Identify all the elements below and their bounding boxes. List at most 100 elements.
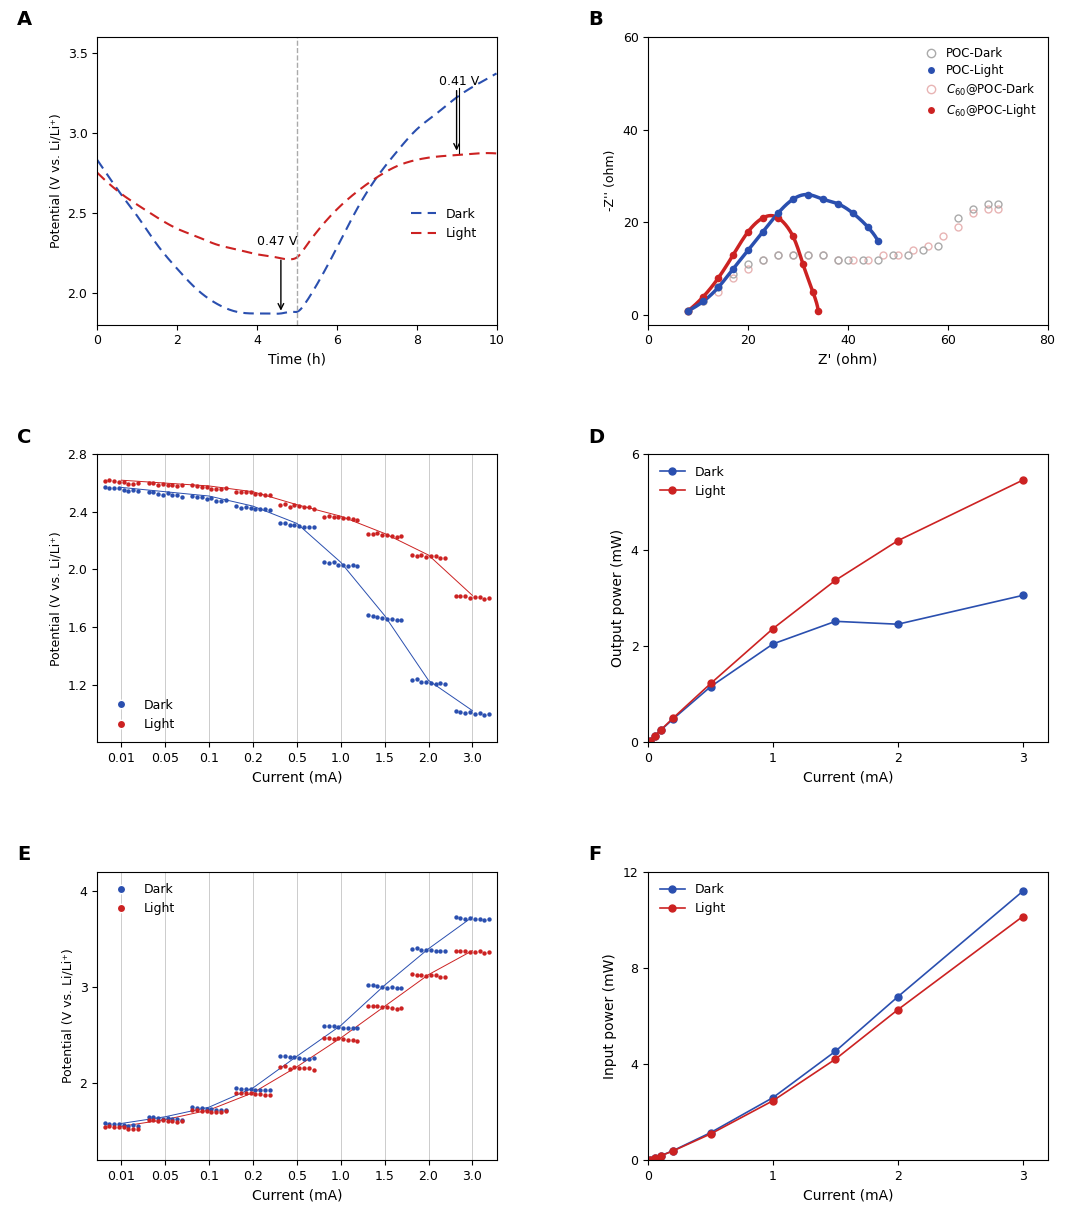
Point bbox=[168, 476, 186, 496]
Point bbox=[96, 471, 113, 491]
Y-axis label: Potential (V vs. Li/Li⁺): Potential (V vs. Li/Li⁺) bbox=[62, 949, 75, 1083]
Point bbox=[360, 996, 377, 1016]
Point bbox=[320, 1028, 337, 1048]
Point bbox=[418, 966, 435, 985]
Point bbox=[189, 1100, 206, 1120]
Legend: Dark, Light: Dark, Light bbox=[406, 203, 483, 245]
Point bbox=[300, 516, 318, 536]
Point bbox=[281, 1059, 298, 1078]
Point bbox=[120, 1116, 137, 1136]
Point bbox=[271, 1046, 288, 1066]
Point bbox=[256, 485, 273, 504]
Point bbox=[413, 545, 430, 564]
Point bbox=[154, 474, 172, 493]
Point bbox=[271, 1057, 288, 1077]
Text: F: F bbox=[589, 845, 602, 864]
Point bbox=[378, 525, 395, 545]
Point bbox=[106, 471, 123, 491]
Point bbox=[418, 940, 435, 960]
Point bbox=[213, 1103, 230, 1122]
Point bbox=[281, 498, 298, 518]
Point bbox=[475, 590, 492, 609]
Point bbox=[246, 1081, 264, 1100]
Point bbox=[217, 491, 234, 510]
Point bbox=[369, 996, 387, 1016]
Point bbox=[461, 702, 478, 722]
Point bbox=[710, 269, 727, 288]
Point bbox=[246, 1084, 264, 1104]
Point bbox=[198, 1101, 215, 1121]
Point bbox=[198, 1099, 215, 1118]
Point bbox=[349, 557, 366, 576]
Point bbox=[164, 1111, 181, 1131]
Point bbox=[238, 1083, 255, 1103]
Point bbox=[96, 1117, 113, 1137]
Point bbox=[335, 1029, 352, 1049]
Point bbox=[189, 487, 206, 507]
Point bbox=[374, 998, 391, 1017]
Point bbox=[116, 471, 133, 491]
Point bbox=[408, 669, 426, 689]
Point bbox=[436, 674, 454, 694]
Point bbox=[232, 1083, 249, 1103]
Point bbox=[369, 523, 387, 542]
Point bbox=[110, 479, 127, 498]
Point bbox=[679, 300, 697, 320]
Point bbox=[393, 526, 410, 546]
Point bbox=[829, 194, 847, 214]
Point bbox=[106, 1117, 123, 1137]
Point bbox=[242, 482, 259, 502]
Point bbox=[207, 1100, 225, 1120]
Point bbox=[374, 525, 391, 545]
Point bbox=[388, 978, 405, 998]
Point bbox=[393, 979, 410, 999]
Point bbox=[422, 547, 440, 567]
Point bbox=[100, 1115, 118, 1134]
Point bbox=[207, 1103, 225, 1122]
Point bbox=[261, 1085, 279, 1105]
Point bbox=[795, 254, 812, 274]
Point bbox=[784, 227, 801, 247]
Point bbox=[408, 546, 426, 565]
Point bbox=[106, 1115, 123, 1134]
Point bbox=[740, 241, 757, 260]
Point bbox=[184, 486, 201, 505]
Point bbox=[432, 674, 449, 694]
Point bbox=[315, 553, 333, 573]
Point bbox=[860, 217, 877, 237]
Point bbox=[471, 941, 488, 961]
Point bbox=[403, 965, 420, 984]
Point bbox=[475, 706, 492, 725]
Point bbox=[193, 1098, 211, 1117]
Point bbox=[725, 245, 742, 265]
Point bbox=[130, 1116, 147, 1136]
Point bbox=[154, 1111, 172, 1131]
Point bbox=[110, 1115, 127, 1134]
Point bbox=[145, 1107, 162, 1127]
Point bbox=[232, 1079, 249, 1099]
Point bbox=[286, 515, 303, 535]
Point bbox=[475, 944, 492, 963]
Point bbox=[471, 910, 488, 929]
Point bbox=[164, 1109, 181, 1128]
Point bbox=[869, 231, 887, 250]
Point bbox=[116, 480, 133, 499]
Point bbox=[451, 586, 469, 606]
Point bbox=[120, 474, 137, 493]
Point bbox=[403, 545, 420, 564]
Point bbox=[814, 189, 832, 209]
Point bbox=[447, 701, 464, 720]
Point bbox=[799, 184, 816, 204]
Point bbox=[383, 526, 401, 546]
Point bbox=[329, 1017, 347, 1037]
Point bbox=[140, 482, 158, 502]
Point bbox=[96, 1114, 113, 1133]
Point bbox=[305, 1060, 322, 1079]
Point bbox=[173, 475, 190, 495]
Point bbox=[436, 941, 454, 961]
Point bbox=[339, 556, 356, 575]
Point bbox=[320, 553, 337, 573]
Point bbox=[286, 496, 303, 515]
Point bbox=[374, 977, 391, 996]
Point bbox=[413, 672, 430, 691]
